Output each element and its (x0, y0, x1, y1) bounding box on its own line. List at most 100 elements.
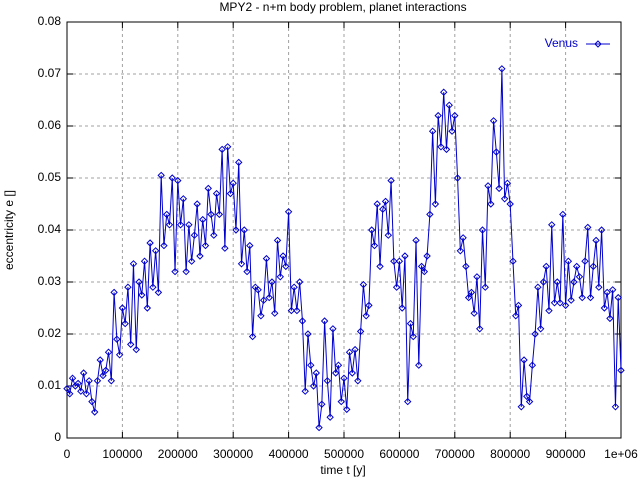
point (301, 387, 309, 395)
point (456, 247, 465, 255)
point (434, 111, 442, 120)
point (282, 262, 290, 271)
point (331, 369, 340, 377)
point (367, 226, 376, 234)
point (154, 288, 163, 297)
point (348, 369, 357, 377)
point (412, 236, 420, 245)
point (354, 377, 362, 385)
x-tick-label: 300000 (213, 447, 253, 461)
point (273, 236, 282, 245)
point (351, 345, 359, 354)
point (487, 200, 495, 208)
point (528, 361, 537, 369)
point (420, 267, 429, 276)
point (226, 189, 235, 198)
point (384, 231, 393, 239)
point (279, 252, 287, 260)
point (243, 267, 251, 276)
point (68, 374, 77, 382)
point (417, 262, 426, 271)
y-tick-label: 0.01 (38, 378, 62, 392)
point (470, 309, 478, 317)
point (304, 330, 312, 338)
point (99, 371, 107, 380)
point (392, 283, 401, 291)
point (90, 408, 99, 416)
point (387, 176, 395, 185)
point (138, 291, 146, 299)
y-tick-label: 0.03 (38, 274, 62, 288)
point (481, 283, 489, 291)
point (215, 210, 224, 219)
point (606, 314, 614, 323)
point (373, 200, 381, 208)
point (77, 387, 85, 395)
point (415, 361, 423, 369)
point (104, 348, 113, 356)
point (595, 283, 603, 291)
y-tick-label: 0.06 (38, 118, 62, 132)
point (265, 293, 273, 302)
point (520, 356, 528, 364)
point (534, 283, 542, 291)
point (295, 278, 304, 286)
y-tick-label: 0.02 (38, 326, 62, 340)
point (531, 330, 539, 338)
point (259, 296, 268, 304)
point (340, 374, 348, 382)
point (293, 306, 301, 315)
point (74, 379, 82, 388)
point (426, 210, 434, 219)
point (570, 278, 578, 286)
point (356, 327, 365, 336)
point (409, 332, 417, 341)
point (464, 293, 473, 302)
point (514, 301, 523, 310)
point (608, 286, 617, 294)
point (559, 210, 567, 219)
point (221, 244, 229, 252)
series-line (66, 68, 622, 428)
point (229, 179, 237, 187)
point (257, 312, 265, 320)
point (539, 278, 548, 286)
point (135, 278, 143, 286)
point (553, 278, 561, 286)
point (437, 143, 445, 151)
x-tick-label: 700000 (435, 447, 475, 461)
x-tick-label: 900000 (546, 447, 586, 461)
point (127, 340, 135, 349)
point (129, 260, 138, 268)
x-tick-label: 500000 (324, 447, 364, 461)
point (199, 215, 207, 224)
y-axis-label: eccentricity e [] (2, 190, 16, 270)
point (556, 299, 564, 307)
point (63, 384, 71, 393)
point (102, 366, 110, 375)
point (176, 221, 185, 229)
point (365, 301, 373, 310)
point (440, 88, 448, 96)
x-tick-label: 0 (64, 447, 71, 461)
point (492, 148, 501, 156)
point (168, 174, 176, 182)
point (179, 195, 188, 203)
point (320, 317, 329, 325)
point (381, 197, 390, 206)
point (589, 262, 598, 271)
point (235, 158, 243, 167)
point (190, 231, 199, 239)
point (157, 171, 165, 180)
point (431, 200, 440, 208)
point (82, 390, 91, 398)
point (246, 241, 254, 250)
point (110, 288, 118, 297)
point (448, 127, 456, 135)
point (467, 288, 476, 297)
point (115, 351, 124, 359)
point (600, 304, 609, 312)
point (201, 241, 210, 250)
point (345, 348, 354, 356)
